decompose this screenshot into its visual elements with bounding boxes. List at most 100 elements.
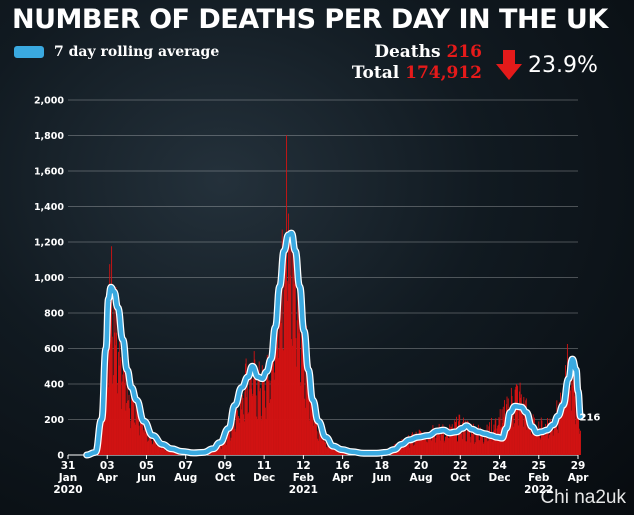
deaths-bar bbox=[420, 431, 422, 455]
deaths-bar bbox=[302, 307, 304, 455]
deaths-bar bbox=[243, 421, 245, 455]
deaths-bar bbox=[159, 445, 161, 455]
deaths-bar bbox=[311, 386, 313, 455]
deaths-bar bbox=[296, 366, 297, 455]
deaths-bar bbox=[221, 443, 223, 455]
deaths-bar bbox=[486, 424, 488, 455]
x-tick-month: Dec bbox=[489, 472, 511, 484]
deaths-bar bbox=[555, 418, 557, 455]
deaths-bar bbox=[251, 396, 253, 455]
deaths-bars bbox=[94, 135, 581, 455]
deaths-bar bbox=[123, 368, 125, 455]
y-tick-label: 1,600 bbox=[34, 167, 64, 178]
deaths-bar bbox=[495, 435, 497, 455]
deaths-bar bbox=[219, 445, 221, 455]
deaths-bar bbox=[115, 287, 117, 455]
deaths-bar bbox=[138, 425, 140, 455]
deaths-bar bbox=[403, 439, 405, 455]
deaths-bar bbox=[325, 442, 327, 455]
deaths-bar bbox=[154, 433, 156, 455]
deaths-bar bbox=[164, 450, 166, 455]
deaths-bar bbox=[107, 342, 109, 455]
deaths-bar bbox=[406, 441, 408, 455]
deaths-bar bbox=[413, 444, 415, 455]
deaths-bar bbox=[434, 442, 436, 455]
deaths-bar bbox=[438, 423, 440, 455]
deaths-bar bbox=[282, 349, 284, 455]
deaths-bar bbox=[327, 444, 329, 455]
deaths-bar bbox=[319, 434, 321, 455]
deaths-bar bbox=[449, 431, 451, 455]
deaths-bar bbox=[228, 431, 230, 455]
deaths-bar bbox=[512, 404, 514, 455]
y-tick-label: 1,400 bbox=[34, 202, 64, 213]
deaths-bar bbox=[316, 431, 318, 455]
x-tick-month: Dec bbox=[253, 472, 275, 484]
deaths-bar bbox=[533, 417, 535, 455]
deaths-bar bbox=[508, 418, 510, 455]
deaths-bar bbox=[124, 382, 126, 455]
deaths-bar bbox=[515, 386, 517, 455]
deaths-bar bbox=[460, 431, 462, 455]
deaths-bar bbox=[422, 437, 424, 455]
deaths-bar bbox=[568, 364, 570, 455]
deaths-bar bbox=[275, 351, 277, 455]
x-tick-day: 03 bbox=[100, 460, 115, 472]
deaths-bar bbox=[289, 275, 291, 455]
deaths-bar bbox=[133, 401, 135, 455]
deaths-bar bbox=[531, 435, 533, 455]
deaths-bar bbox=[474, 442, 476, 455]
x-tick-month: Jun bbox=[136, 472, 156, 484]
deaths-bar bbox=[458, 414, 460, 455]
deaths-bar bbox=[268, 380, 270, 455]
deaths-bar bbox=[258, 377, 259, 455]
deaths-bar bbox=[402, 444, 404, 455]
deaths-bar bbox=[540, 417, 542, 455]
deaths-bar bbox=[570, 410, 572, 455]
deaths-bar bbox=[570, 390, 571, 455]
deaths-bar bbox=[520, 394, 522, 455]
y-tick-label: 0 bbox=[57, 451, 64, 462]
deaths-bar bbox=[439, 440, 441, 455]
deaths-bar bbox=[516, 384, 518, 455]
deaths-bar bbox=[436, 430, 438, 455]
deaths-bar bbox=[494, 429, 496, 455]
deaths-bar bbox=[291, 345, 293, 455]
deaths-bar bbox=[554, 425, 556, 455]
deaths-bar bbox=[428, 434, 429, 455]
deaths-bar bbox=[228, 430, 230, 455]
deaths-bar bbox=[577, 414, 579, 455]
deaths-bar bbox=[467, 421, 469, 455]
deaths-bar bbox=[261, 365, 263, 455]
deaths-bar bbox=[555, 420, 557, 455]
deaths-bar bbox=[486, 435, 487, 455]
deaths-bar bbox=[317, 438, 319, 455]
x-tick-day: 22 bbox=[453, 460, 468, 472]
arrow-down-icon bbox=[496, 50, 522, 80]
deaths-bar bbox=[111, 336, 113, 455]
deaths-bar bbox=[230, 440, 231, 455]
deaths-bar bbox=[403, 444, 405, 455]
x-tick-month: Apr bbox=[97, 472, 119, 484]
deaths-bar bbox=[435, 438, 437, 455]
gridlines bbox=[68, 99, 578, 456]
deaths-bar bbox=[540, 439, 542, 455]
deaths-bar bbox=[517, 386, 519, 455]
deaths-bar bbox=[290, 236, 292, 455]
deaths-bar bbox=[567, 373, 569, 455]
deaths-bar bbox=[274, 372, 276, 455]
deaths-bar bbox=[535, 433, 537, 455]
deaths-bar bbox=[286, 135, 288, 455]
deaths-bar bbox=[113, 306, 115, 455]
deaths-bar bbox=[166, 448, 168, 455]
deaths-bar bbox=[139, 419, 141, 455]
deaths-bar bbox=[119, 328, 121, 455]
deaths-bar bbox=[478, 439, 480, 455]
deaths-bar bbox=[155, 445, 157, 455]
deaths-bar bbox=[424, 432, 426, 455]
deaths-bar bbox=[147, 440, 149, 455]
deaths-bar bbox=[414, 433, 416, 455]
deaths-bar bbox=[527, 424, 529, 455]
deaths-bar bbox=[491, 441, 493, 455]
deaths-bar bbox=[526, 429, 528, 455]
